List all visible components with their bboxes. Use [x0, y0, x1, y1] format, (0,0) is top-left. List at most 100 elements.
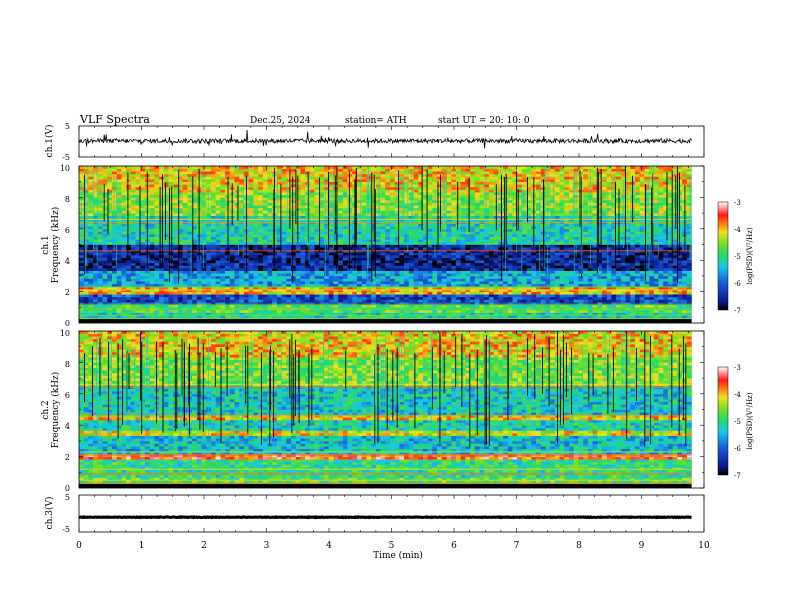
- spectrogram-cell: [182, 296, 188, 300]
- spectrogram-cell: [587, 234, 593, 237]
- spectrogram-cell: [154, 281, 160, 285]
- spectrogram-cell: [276, 247, 282, 251]
- spectrogram-cell: [347, 268, 353, 271]
- spectrogram-cell: [512, 257, 518, 261]
- spectrogram-cell: [159, 223, 165, 227]
- spectrogram-cell: [583, 226, 589, 230]
- spectrogram-cell: [634, 278, 640, 282]
- spectrogram-cell: [592, 294, 598, 298]
- spectrogram-cell: [276, 270, 282, 274]
- spectrogram-cell: [644, 241, 650, 245]
- spectrogram-cell: [215, 254, 221, 258]
- spectrogram-cell: [144, 302, 150, 305]
- spectrogram-cell: [672, 294, 678, 298]
- spectrogram-cell: [394, 302, 400, 305]
- spectrogram-cell: [418, 228, 424, 232]
- spectrogram-cell: [564, 234, 570, 237]
- spectrogram-cell: [333, 302, 339, 305]
- spectrogram-cell: [573, 278, 579, 282]
- spectrogram-cell: [93, 260, 99, 264]
- spectrogram-cell: [111, 302, 117, 305]
- spectrogram-cell: [215, 312, 221, 316]
- spectrogram-cell: [347, 262, 353, 266]
- spectrogram-cell: [192, 244, 198, 248]
- spectrogram-cell: [536, 315, 542, 319]
- spectrogram-cell: [479, 294, 485, 298]
- spectrogram-cell: [394, 270, 400, 274]
- spectrogram-cell: [163, 299, 169, 303]
- spectrogram-cell: [239, 234, 245, 237]
- spectrogram-cell: [451, 302, 457, 305]
- spectrogram-cell: [427, 291, 433, 295]
- spectrogram-cell: [667, 268, 673, 271]
- spectrogram-cell: [361, 234, 367, 237]
- spectrogram-cell: [328, 315, 334, 319]
- spectrogram-cell: [677, 315, 683, 319]
- spectrogram-cell: [569, 247, 575, 251]
- spectrogram-cell: [187, 252, 193, 256]
- spectrogram-cell: [583, 223, 589, 227]
- spectrogram-cell: [182, 309, 188, 313]
- spectrogram-cell: [427, 299, 433, 303]
- spectrogram-cell: [140, 281, 146, 285]
- spectrogram-cell: [437, 294, 443, 298]
- spectrogram-cell: [163, 278, 169, 282]
- spectrogram-cell: [168, 226, 174, 230]
- spectrogram-cell: [97, 278, 103, 282]
- spectrogram-cell: [130, 273, 136, 277]
- spectrogram-cell: [361, 302, 367, 305]
- spectrogram-cell: [380, 268, 386, 271]
- spectrogram-cell: [305, 278, 311, 282]
- spectrogram-cell: [630, 268, 636, 271]
- spectrogram-cell: [540, 254, 546, 258]
- spectrogram-cell: [168, 273, 174, 277]
- spectrogram-cell: [667, 302, 673, 305]
- spectrogram-cell: [682, 294, 688, 298]
- spectrogram-cell: [606, 231, 612, 235]
- spectrogram-cell: [361, 291, 367, 295]
- spectrogram-cell: [658, 262, 664, 266]
- spectrogram-cell: [295, 260, 301, 264]
- spectrogram-cell: [399, 291, 405, 295]
- spectrogram-cell: [503, 275, 509, 279]
- spectrogram-cell: [649, 315, 655, 319]
- spectrogram-cell: [479, 286, 485, 290]
- spectrogram-cell: [356, 252, 362, 256]
- spectrogram-cell: [276, 265, 282, 269]
- spectrogram-cell: [653, 315, 659, 319]
- spectrogram-cell: [634, 302, 640, 305]
- spectrogram-cell: [177, 262, 183, 266]
- spectrogram-cell: [484, 270, 490, 274]
- spectrogram-cell: [281, 281, 287, 285]
- spectrogram-cell: [479, 244, 485, 248]
- spectrogram-cell: [404, 239, 410, 243]
- spectrogram-cell: [441, 275, 447, 279]
- spectrogram-cell: [616, 270, 622, 274]
- spectrogram-cell: [404, 302, 410, 305]
- spectrogram-cell: [531, 265, 537, 269]
- spectrogram-cell: [422, 231, 428, 235]
- spectrogram-cell: [281, 304, 287, 308]
- spectrogram-cell: [587, 231, 593, 235]
- spectrogram-cell: [564, 241, 570, 245]
- spectrogram-cell: [460, 257, 466, 261]
- spectrogram-cell: [291, 283, 297, 287]
- spectrogram-cell: [324, 294, 330, 298]
- spectrogram-cell: [540, 315, 546, 319]
- spectrogram-cell: [578, 234, 584, 237]
- spectrogram-cell: [408, 257, 414, 261]
- spectrogram-cell: [319, 239, 325, 243]
- spectrogram-cell: [649, 286, 655, 290]
- spectrogram-cell: [371, 302, 377, 305]
- spectrogram-cell: [512, 270, 518, 274]
- spectrogram-cell: [163, 312, 169, 316]
- spectrogram-cell: [465, 291, 471, 295]
- spectrogram-cell: [474, 270, 480, 274]
- spectrogram-cell: [493, 304, 499, 308]
- spectrogram-cell: [503, 273, 509, 277]
- spectrogram-cell: [356, 244, 362, 248]
- spectrogram-cell: [385, 281, 391, 285]
- spectrogram-cell: [597, 283, 603, 287]
- spectrogram-cell: [437, 226, 443, 230]
- spectrogram-cell: [319, 270, 325, 274]
